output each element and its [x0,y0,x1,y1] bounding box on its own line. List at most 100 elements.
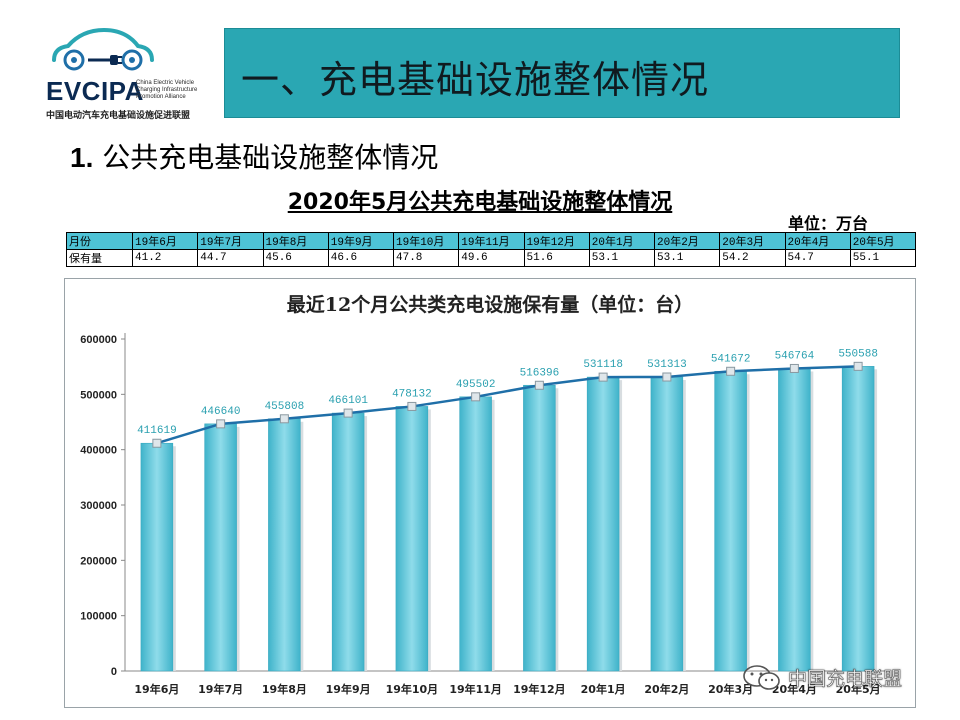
line-marker [216,419,226,429]
line-marker [279,414,289,424]
logo-english-line: Charging Infrastructure [136,87,198,93]
month-cell: 19年8月 [262,232,329,250]
table-title: 2020年5月公共充电基础设施整体情况 [0,184,960,216]
month-cell: 20年2月 [653,232,721,250]
month-cell: 19年11月 [458,232,525,250]
line-marker [853,361,863,371]
evcipa-logo: EVCIPA China Electric Vehicle Charging I… [40,24,200,124]
y-tick-label: 600000 [80,334,117,346]
logo-chinese-name: 中国电动汽车充电基础设施促进联盟 [46,111,191,121]
x-tick-label: 20年1月 [581,682,626,696]
line-marker [407,401,417,411]
data-label: 446640 [201,406,241,418]
month-cell: 19年12月 [523,232,590,250]
data-label: 541672 [711,353,751,365]
bar [650,376,684,672]
section-heading: 1. 公共充电基础设施整体情况 [70,136,438,176]
logo-wordmark: EVCIPA [46,76,144,106]
data-label: 411619 [137,425,177,437]
month-cell: 20年3月 [719,232,786,250]
logo-english-line: Promotion Alliance [136,94,186,100]
table-value-row: 保有量 41.2 44.7 45.6 46.6 47.8 49.6 51.6 5… [66,249,917,267]
bar [331,412,365,672]
line-marker [789,363,799,373]
data-label: 478132 [392,388,432,400]
y-tick-label: 400000 [80,445,117,457]
data-label: 455808 [265,401,305,413]
data-label: 531313 [647,359,687,371]
x-tick-label: 20年2月 [644,682,689,696]
x-tick-label: 19年10月 [386,682,439,696]
bar [778,368,811,672]
bar [523,384,556,672]
section-number: 1. [70,142,94,173]
x-tick-label: 20年5月 [836,682,881,696]
value-cell: 47.8 [392,249,460,267]
bar [459,396,492,672]
data-label: 495502 [456,379,496,391]
data-label: 546764 [775,350,815,362]
slide-title: 一、充电基础设施整体情况 [241,58,710,102]
summary-table: 月份 19年6月 19年7月 19年8月 19年9月 19年10月 19年11月… [66,232,917,267]
title-banner: 一、充电基础设施整体情况 [224,28,900,118]
line-marker [152,438,162,448]
y-tick-label: 300000 [80,500,117,512]
x-tick-label: 20年4月 [772,682,817,696]
bar [268,418,301,672]
y-tick-label: 500000 [80,389,117,401]
bar [841,366,875,672]
chart-container: 最近12个月公共类充电设施保有量（单位：台） 0 100000 200000 30000… [64,278,916,708]
chart-title: 最近12个月公共类充电设施保有量（单位：台） [287,293,693,316]
value-cell: 51.6 [523,249,590,267]
value-cell: 54.7 [784,249,851,267]
line-marker [726,366,736,376]
month-cell: 19年9月 [327,232,395,250]
row-label-month: 月份 [66,232,133,250]
x-tick-label: 19年7月 [198,682,243,696]
value-cell: 55.1 [849,249,917,267]
bar-line-chart: 最近12个月公共类充电设施保有量（单位：台） 0 100000 200000 30000… [80,293,890,696]
month-cell: 20年5月 [849,232,917,250]
table-header-row: 月份 19年6月 19年7月 19年8月 19年9月 19年10月 19年11月… [66,232,917,250]
y-tick-label: 0 [111,666,117,678]
bar [586,376,620,672]
value-cell: 53.1 [588,249,656,267]
x-tick-label: 19年8月 [262,682,307,696]
x-tick-label: 19年11月 [449,682,502,696]
value-cell: 41.2 [131,249,199,267]
series-line [156,365,859,445]
value-cell: 53.1 [653,249,721,267]
watermark: 中国充电联盟 [742,664,902,696]
line-marker [343,408,353,418]
data-label: 531118 [583,359,623,371]
unit-label: 单位：万台 [788,214,869,233]
month-cell: 20年4月 [784,232,851,250]
value-cell: 44.7 [197,249,264,267]
value-cell: 49.6 [458,249,525,267]
wechat-icon [743,665,780,690]
data-label: 466101 [328,395,368,407]
data-label: 516396 [520,367,560,379]
x-tick-label: 19年12月 [513,682,566,696]
value-cell: 46.6 [327,249,395,267]
ev-car-icon [52,27,154,71]
month-cell: 19年6月 [131,232,199,250]
bar [395,406,429,672]
y-tick-label: 200000 [80,555,117,567]
y-tick-label: 100000 [80,611,117,623]
value-cell: 54.2 [719,249,786,267]
bar [714,370,747,672]
bar [140,442,174,672]
x-tick-label: 20年3月 [708,682,753,696]
month-cell: 19年10月 [392,232,460,250]
logo-english-line: China Electric Vehicle [136,80,195,86]
month-cell: 19年7月 [197,232,264,250]
data-label: 550588 [838,348,878,360]
x-tick-label: 19年6月 [134,682,179,696]
logo-english-name: China Electric Vehicle Charging Infrastr… [136,80,202,101]
month-cell: 20年1月 [588,232,656,250]
row-label-stock: 保有量 [66,249,133,267]
watermark-text: 中国充电联盟 [788,668,903,691]
value-cell: 45.6 [262,249,329,267]
line-marker [534,380,544,390]
